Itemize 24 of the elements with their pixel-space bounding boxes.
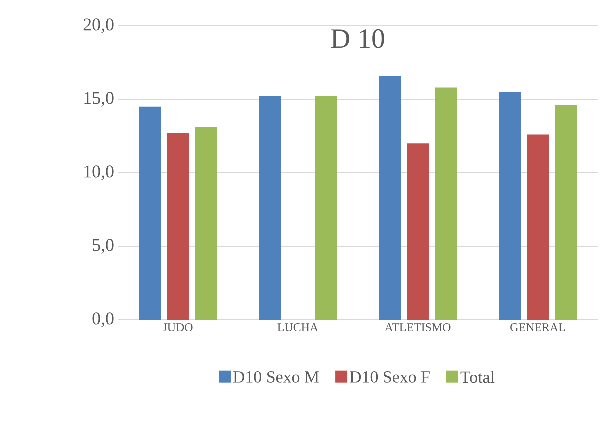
bar xyxy=(259,96,282,320)
bar xyxy=(555,105,578,320)
bar xyxy=(167,133,189,320)
x-tick-label: JUDO xyxy=(162,324,193,332)
legend-label: D10 Sexo M xyxy=(233,371,320,383)
bar xyxy=(139,106,161,320)
y-tick-label: 15,0 xyxy=(84,92,114,107)
bar xyxy=(315,96,338,320)
y-tick-label: 20,0 xyxy=(84,18,114,34)
y-tick-label: 5,0 xyxy=(93,239,114,254)
bar xyxy=(407,144,430,320)
bar xyxy=(379,76,402,320)
chart-title: D 10 xyxy=(331,29,384,48)
x-tick-label: ATLETISMO xyxy=(384,324,451,332)
bar xyxy=(195,127,218,320)
y-tick-label: 0,0 xyxy=(92,312,114,328)
x-tick-label: LUCHA xyxy=(278,324,319,332)
bar xyxy=(435,88,458,320)
y-tick-label: 10,0 xyxy=(84,166,114,180)
bar xyxy=(527,134,550,320)
legend-label: Total xyxy=(460,371,495,384)
legend-label: D10 Sexo F xyxy=(350,371,430,383)
x-tick-label: GENERAL xyxy=(510,324,566,332)
bar xyxy=(499,92,522,320)
